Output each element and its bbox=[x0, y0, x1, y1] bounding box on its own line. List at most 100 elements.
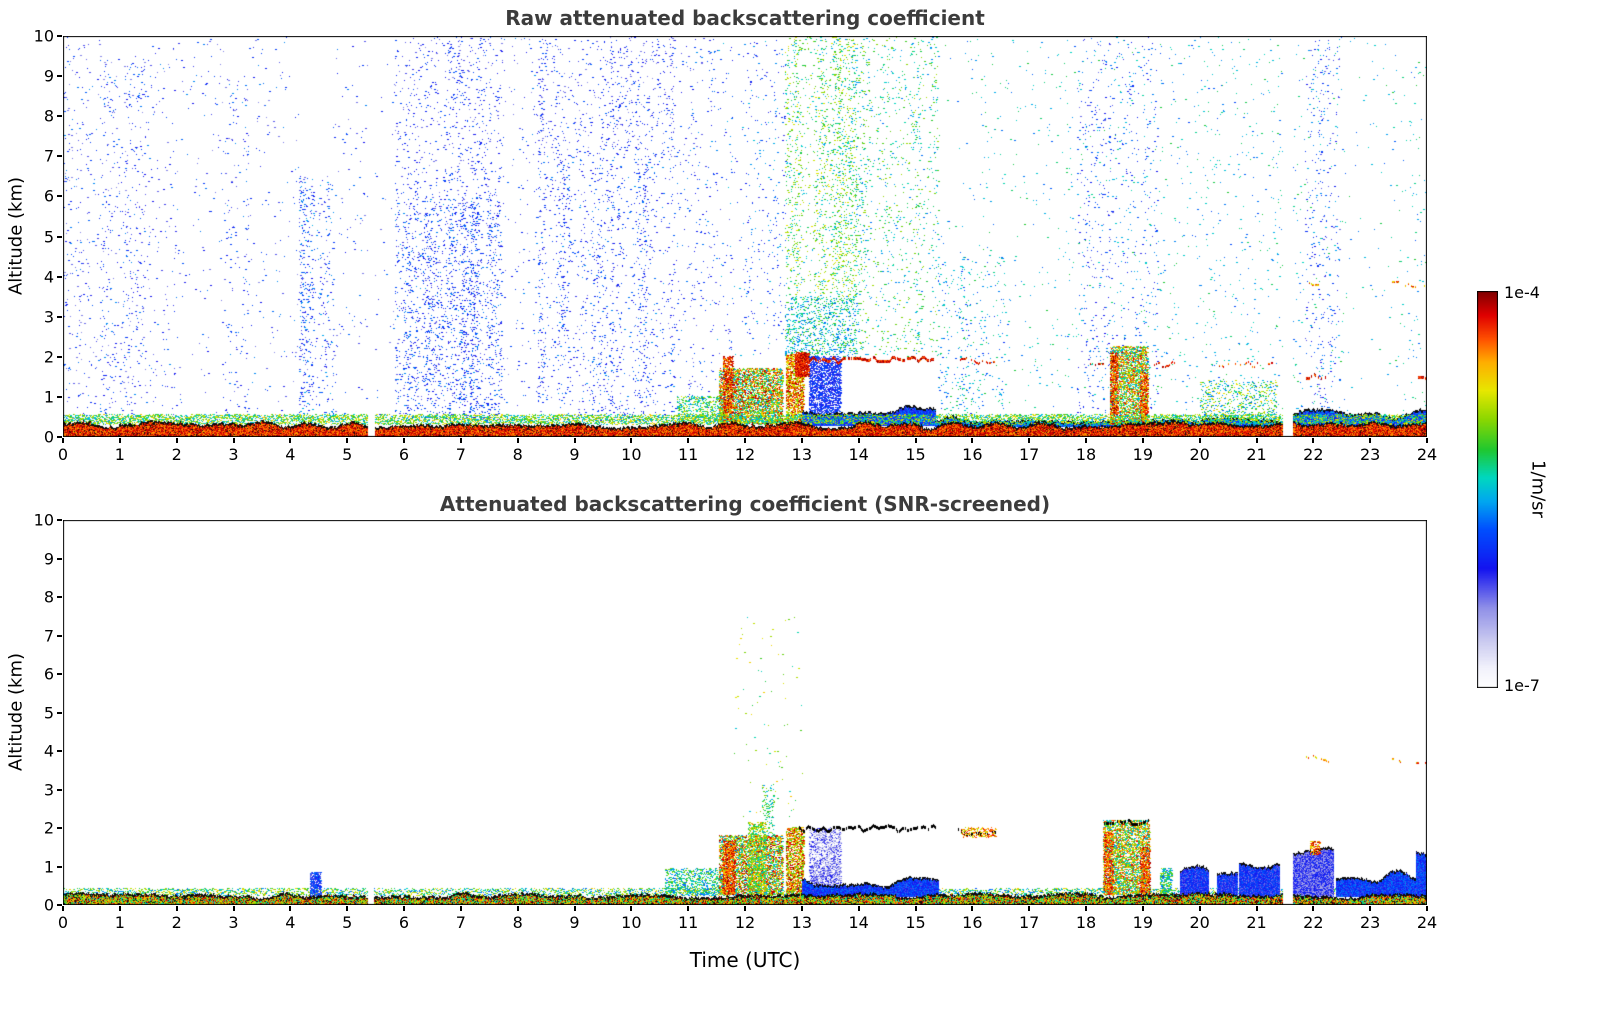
y-tick-label: 7 bbox=[43, 626, 54, 645]
y-tick-label: 0 bbox=[43, 895, 54, 915]
x-tick-label: 24 bbox=[1416, 913, 1438, 932]
y-tick-mark bbox=[57, 519, 62, 521]
x-tick-mark bbox=[1312, 438, 1315, 443]
x-tick-mark bbox=[516, 438, 519, 443]
x-tick-label: 4 bbox=[285, 913, 296, 932]
x-tick-mark bbox=[516, 906, 519, 911]
x-tick-mark bbox=[573, 438, 576, 443]
x-tick-label: 12 bbox=[734, 445, 756, 464]
x-tick-mark bbox=[1141, 438, 1144, 443]
y-tick-mark bbox=[57, 235, 62, 238]
x-tick-mark bbox=[800, 438, 803, 443]
x-tick-label: 4 bbox=[285, 445, 296, 464]
x-tick-mark bbox=[744, 906, 746, 911]
x-tick-mark bbox=[175, 906, 178, 911]
x-tick-label: 17 bbox=[1018, 913, 1040, 932]
x-tick-label: 15 bbox=[905, 445, 926, 464]
x-tick-label: 19 bbox=[1132, 913, 1154, 932]
colorbar-max-label: 1e-4 bbox=[1504, 283, 1540, 302]
x-tick-mark bbox=[1028, 438, 1031, 443]
y-axis-label-screened: Altitude (km) bbox=[5, 652, 27, 772]
y-tick-label: 6 bbox=[43, 186, 54, 206]
y-tick-mark bbox=[57, 115, 62, 118]
y-tick-label: 10 bbox=[33, 26, 54, 46]
x-tick-label: 8 bbox=[512, 445, 523, 464]
x-tick-label: 18 bbox=[1075, 913, 1097, 932]
x-tick-label: 14 bbox=[848, 913, 869, 932]
y-tick-mark bbox=[57, 788, 62, 791]
screened-backscatter-heatmap bbox=[63, 520, 1427, 905]
y-tick-mark bbox=[57, 750, 62, 752]
x-tick-mark bbox=[289, 438, 292, 443]
x-tick-label: 19 bbox=[1132, 445, 1154, 464]
x-tick-label: 24 bbox=[1416, 445, 1438, 464]
x-tick-label: 16 bbox=[962, 913, 983, 932]
y-tick-label: 0 bbox=[43, 427, 54, 447]
x-tick-label: 8 bbox=[512, 913, 523, 932]
x-tick-mark bbox=[62, 906, 64, 911]
x-tick-label: 20 bbox=[1189, 913, 1210, 932]
x-tick-label: 13 bbox=[791, 445, 813, 464]
x-tick-mark bbox=[1255, 906, 1258, 911]
y-tick-mark bbox=[57, 557, 62, 560]
x-tick-label: 0 bbox=[57, 445, 69, 464]
y-tick-label: 6 bbox=[43, 664, 54, 684]
y-tick-label: 3 bbox=[43, 307, 54, 327]
x-tick-mark bbox=[914, 438, 917, 443]
y-tick-mark bbox=[57, 315, 62, 318]
y-tick-label: 4 bbox=[43, 741, 54, 761]
x-tick-mark bbox=[687, 906, 690, 911]
x-tick-mark bbox=[857, 906, 860, 911]
x-tick-mark bbox=[346, 438, 349, 443]
y-tick-mark bbox=[57, 355, 62, 358]
x-tick-mark bbox=[459, 438, 462, 443]
x-tick-label: 11 bbox=[677, 445, 699, 464]
x-axis-label: Time (UTC) bbox=[689, 948, 801, 972]
x-tick-label: 3 bbox=[228, 445, 239, 464]
x-tick-label: 17 bbox=[1018, 445, 1040, 464]
x-tick-mark bbox=[971, 906, 974, 911]
x-tick-mark bbox=[1426, 438, 1428, 443]
x-tick-label: 6 bbox=[398, 913, 410, 932]
y-tick-mark bbox=[57, 904, 62, 906]
y-tick-mark bbox=[57, 436, 62, 438]
x-tick-label: 14 bbox=[848, 445, 869, 464]
x-tick-label: 0 bbox=[57, 913, 69, 932]
x-tick-mark bbox=[1141, 906, 1144, 911]
x-tick-label: 22 bbox=[1303, 445, 1324, 464]
x-tick-label: 23 bbox=[1359, 445, 1381, 464]
x-tick-mark bbox=[118, 438, 121, 443]
x-tick-label: 23 bbox=[1359, 913, 1381, 932]
chart-title-screened: Attenuated backscattering coefficient (S… bbox=[439, 492, 1051, 516]
y-tick-mark bbox=[57, 711, 62, 714]
x-tick-mark bbox=[175, 438, 178, 443]
x-tick-mark bbox=[118, 906, 121, 911]
x-tick-label: 1 bbox=[114, 445, 125, 464]
x-tick-mark bbox=[232, 438, 235, 443]
y-tick-label: 1 bbox=[43, 387, 54, 407]
y-tick-label: 2 bbox=[43, 347, 54, 367]
y-tick-mark bbox=[57, 865, 62, 868]
y-tick-mark bbox=[57, 195, 62, 198]
x-tick-label: 22 bbox=[1303, 913, 1324, 932]
x-tick-mark bbox=[744, 438, 746, 443]
y-tick-label: 9 bbox=[43, 549, 54, 568]
x-tick-label: 5 bbox=[342, 445, 353, 464]
x-tick-label: 7 bbox=[455, 913, 466, 932]
x-tick-mark bbox=[1255, 438, 1258, 443]
x-tick-label: 9 bbox=[569, 913, 580, 932]
y-tick-mark bbox=[57, 827, 62, 829]
colorbar-min-label: 1e-7 bbox=[1504, 676, 1540, 695]
x-tick-mark bbox=[573, 906, 576, 911]
x-tick-label: 21 bbox=[1246, 913, 1267, 932]
y-tick-label: 7 bbox=[43, 146, 54, 166]
x-tick-label: 11 bbox=[677, 913, 699, 932]
x-tick-label: 1 bbox=[114, 913, 125, 932]
chart-title-raw: Raw attenuated backscattering coefficien… bbox=[505, 6, 985, 30]
y-tick-mark bbox=[57, 75, 62, 78]
x-tick-mark bbox=[630, 438, 633, 443]
x-tick-label: 10 bbox=[621, 913, 642, 932]
y-tick-mark bbox=[57, 673, 62, 675]
y-tick-label: 9 bbox=[43, 66, 54, 86]
